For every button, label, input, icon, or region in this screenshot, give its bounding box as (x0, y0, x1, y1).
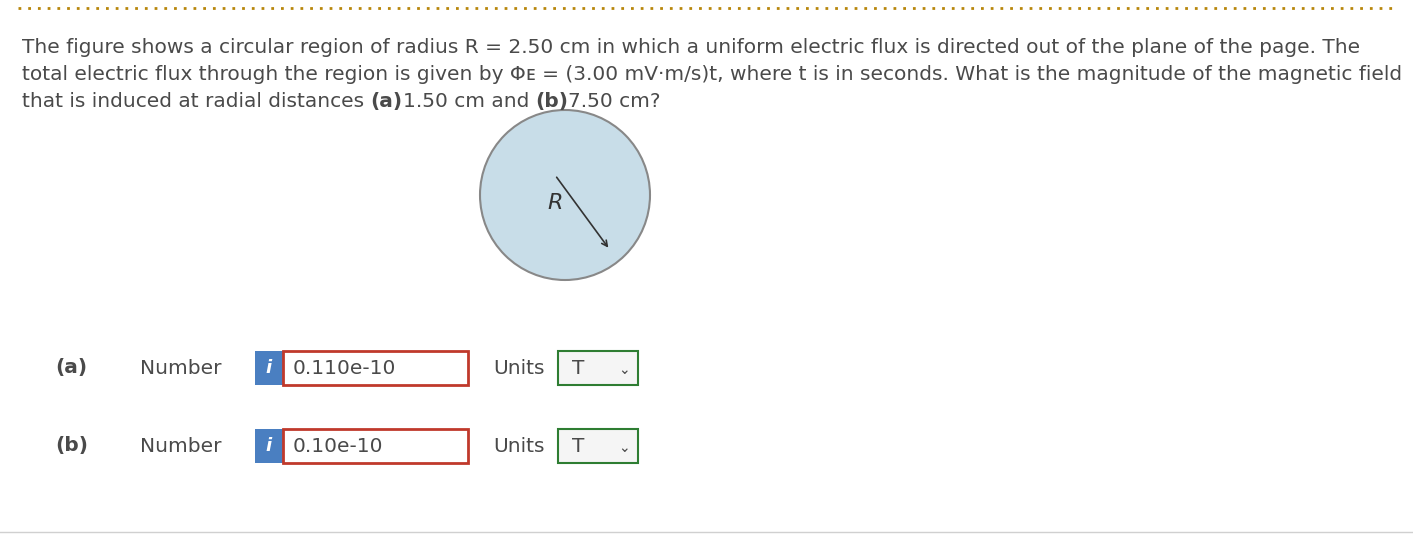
FancyBboxPatch shape (283, 351, 468, 385)
Text: ⌄: ⌄ (619, 363, 630, 377)
FancyBboxPatch shape (558, 351, 639, 385)
Text: T: T (572, 436, 585, 456)
Text: (b): (b) (536, 92, 568, 111)
FancyBboxPatch shape (283, 429, 468, 463)
Text: Units: Units (493, 359, 544, 377)
Text: 1.50 cm and: 1.50 cm and (403, 92, 536, 111)
Text: total electric flux through the region is given by Φᴇ = (3.00 mV·m/s)t, where t : total electric flux through the region i… (23, 65, 1402, 84)
Text: Number: Number (140, 359, 222, 377)
Text: (a): (a) (55, 359, 88, 377)
Text: 0.110e-10: 0.110e-10 (292, 359, 397, 377)
Text: R: R (547, 193, 562, 213)
FancyBboxPatch shape (254, 429, 283, 463)
Circle shape (480, 110, 650, 280)
Text: ⌄: ⌄ (619, 441, 630, 455)
Text: (a): (a) (370, 92, 403, 111)
Text: i: i (266, 359, 273, 377)
Text: that is induced at radial distances: that is induced at radial distances (23, 92, 370, 111)
Text: Number: Number (140, 436, 222, 456)
Text: The figure shows a circular region of radius R = 2.50 cm in which a uniform elec: The figure shows a circular region of ra… (23, 38, 1361, 57)
Text: T: T (572, 359, 585, 377)
Text: 0.10e-10: 0.10e-10 (292, 436, 383, 456)
Text: Units: Units (493, 436, 544, 456)
Text: i: i (266, 437, 273, 455)
FancyBboxPatch shape (254, 351, 283, 385)
FancyBboxPatch shape (558, 429, 639, 463)
Text: (b): (b) (55, 436, 88, 456)
Text: 7.50 cm?: 7.50 cm? (568, 92, 661, 111)
